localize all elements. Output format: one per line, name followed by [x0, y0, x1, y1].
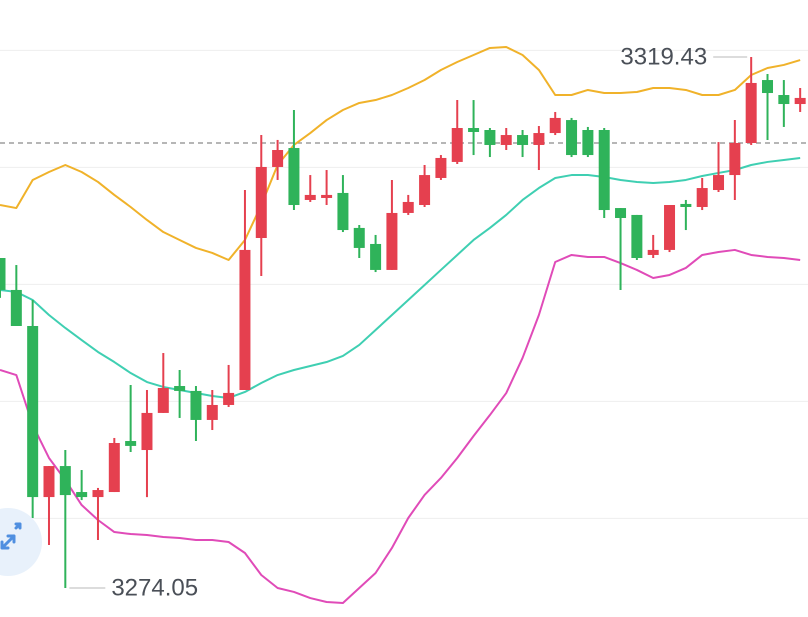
candle-body [255, 166, 267, 239]
candle-body [27, 325, 39, 498]
candle-body [713, 175, 725, 191]
annotation-label: 3274.05 [111, 574, 198, 601]
candle-body [631, 214, 643, 259]
candle-body [0, 258, 6, 290]
band-line [0, 46, 801, 261]
candle-body [778, 95, 790, 105]
candle-body [745, 82, 757, 143]
candle-body [468, 128, 480, 132]
candle-body [321, 194, 333, 198]
candle-body [190, 390, 202, 420]
candle-body [125, 441, 137, 446]
annotations: 3319.43 3274.05 [69, 43, 748, 601]
candle-body [386, 212, 398, 270]
candle-body [141, 412, 153, 451]
candle-body [223, 392, 235, 405]
candle-body [108, 443, 120, 493]
candle-body [533, 133, 545, 145]
candle-body [92, 490, 104, 498]
candle-body [696, 188, 708, 207]
band-line [0, 156, 801, 399]
candle-body [353, 227, 365, 248]
candle-body [337, 192, 349, 231]
candle-body [402, 201, 414, 213]
candle-body [288, 148, 300, 206]
candle-body [43, 466, 55, 498]
candle-body [647, 249, 659, 255]
zoom-icon[interactable] [14, 522, 22, 530]
candle-body [484, 129, 496, 145]
candle-body [435, 157, 447, 178]
candle-body [794, 97, 806, 105]
candle-body [615, 208, 627, 218]
candle-body [239, 249, 251, 390]
zoom-icon[interactable] [0, 534, 16, 550]
zoom-button-bg[interactable] [0, 508, 42, 576]
candle-body [370, 243, 382, 270]
bands [0, 46, 801, 604]
candle-body [517, 135, 529, 145]
candle-body [304, 194, 316, 200]
zoom-button[interactable] [0, 508, 42, 576]
candle-body [59, 466, 71, 496]
candle-body [157, 388, 169, 413]
candle-body [419, 175, 431, 206]
candle-body [206, 404, 218, 420]
candle-body [451, 128, 463, 162]
candles [0, 56, 806, 588]
candle-body [500, 135, 512, 145]
candle-body [566, 120, 578, 156]
candle-body [762, 80, 774, 94]
candle-body [598, 129, 610, 211]
candle-body [582, 129, 594, 156]
candle-body [549, 117, 561, 134]
candle-body [680, 203, 692, 207]
annotation-label: 3319.43 [620, 43, 707, 70]
candle-body [10, 289, 22, 326]
candle-body [174, 386, 186, 391]
grid [0, 49, 808, 519]
candle-body [664, 205, 676, 250]
candle-body [76, 492, 88, 498]
candle-body [272, 150, 284, 167]
candle-body [729, 142, 741, 176]
band-line [0, 248, 801, 604]
